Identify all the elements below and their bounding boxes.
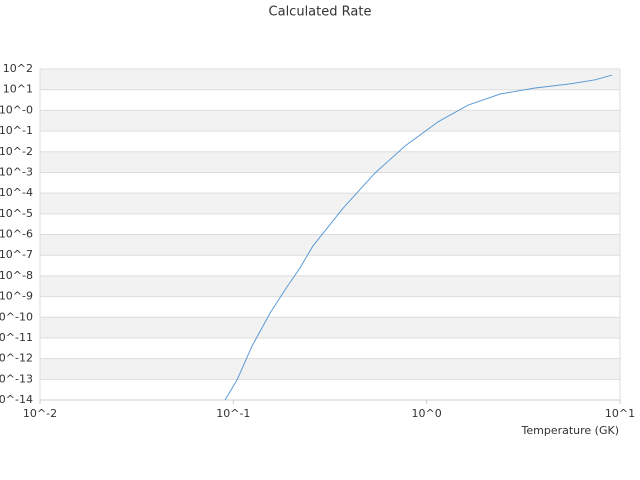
plot-background [40, 68, 620, 401]
grid-band [40, 193, 620, 214]
y-tick-label: 10^-11 [0, 331, 33, 344]
y-tick-label: 10^-3 [0, 165, 33, 178]
y-tick-label: 10^-6 [0, 228, 33, 241]
x-axis-label: Temperature (GK) [521, 424, 620, 437]
y-tick-label: 10^2 [3, 62, 33, 75]
x-tick-label: 10^-1 [216, 407, 250, 420]
y-tick-label: 10^-1 [0, 124, 33, 137]
y-tick-label: 10^-0 [0, 103, 33, 116]
x-tick-label: 10^1 [605, 407, 635, 420]
grid-band [40, 358, 620, 380]
grid-band [40, 110, 620, 132]
y-tick-label: 10^-2 [0, 145, 33, 158]
y-tick-label: 10^-4 [0, 186, 33, 199]
data-line [224, 74, 613, 401]
y-tick-label: 10^-7 [0, 248, 33, 261]
grid-band [40, 151, 620, 173]
y-tick-label: 10^-14 [0, 393, 33, 406]
x-tick-label: 10^0 [412, 407, 442, 420]
chart-title: Calculated Rate [269, 5, 372, 20]
y-tick-label: 10^-12 [0, 352, 33, 365]
y-tick-label: 10^1 [3, 83, 33, 96]
y-tick-label: 10^-5 [0, 207, 33, 220]
grid-band [40, 234, 620, 256]
grid-band [40, 275, 620, 297]
y-tick-label: 10^-10 [0, 310, 33, 323]
y-tick-label: 10^-9 [0, 290, 33, 303]
x-tick-label: 10^-2 [23, 407, 57, 420]
grid-band [40, 69, 620, 90]
grid-band [40, 317, 620, 338]
y-tick-label: 10^-8 [0, 269, 33, 282]
y-tick-label: 10^-13 [0, 372, 33, 385]
